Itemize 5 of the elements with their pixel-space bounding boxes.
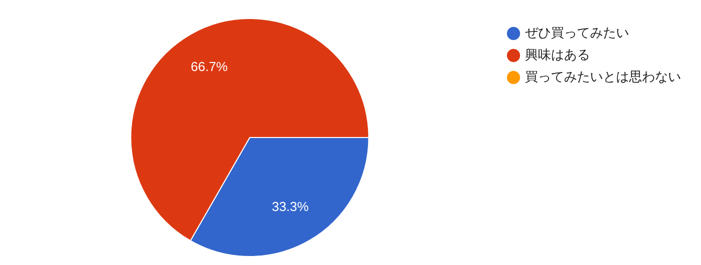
legend-label: 興味はある <box>525 48 590 63</box>
legend-label: ぜひ買ってみたい <box>525 26 629 41</box>
data-label: 66.7% <box>190 59 228 74</box>
legend-label: 買ってみたいとは思わない <box>525 70 681 85</box>
data-label: 33.3% <box>272 199 310 214</box>
